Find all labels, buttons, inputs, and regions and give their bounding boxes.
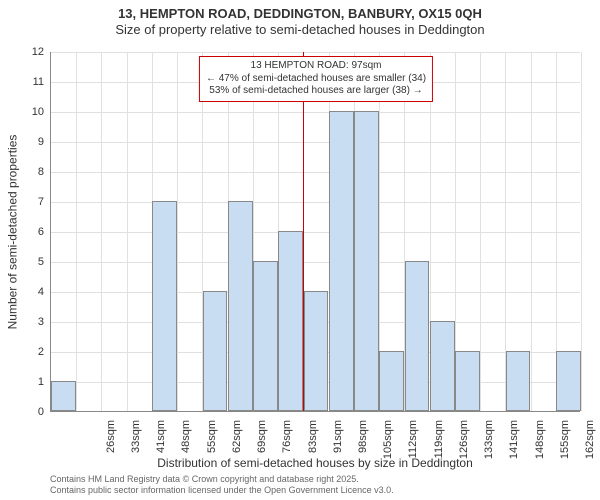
gridline-v: [480, 52, 481, 411]
y-tick-label: 3: [0, 316, 44, 328]
x-tick-label: 112sqm: [406, 416, 420, 464]
histogram-bar: [405, 261, 430, 411]
annotation-line1: 13 HEMPTON ROAD: 97sqm: [206, 60, 426, 73]
histogram-bar: [379, 351, 404, 411]
gridline-v: [177, 52, 178, 411]
x-tick-label: 133sqm: [482, 416, 496, 464]
gridline-h: [51, 112, 580, 113]
y-tick-label: 5: [0, 256, 44, 268]
gridline-v: [581, 52, 582, 411]
y-tick-label: 11: [0, 76, 44, 88]
y-tick-label: 10: [0, 106, 44, 118]
x-tick-label: 62sqm: [230, 416, 244, 464]
x-tick-label: 148sqm: [533, 416, 547, 464]
gridline-v: [76, 52, 77, 411]
histogram-bar: [329, 111, 354, 411]
x-tick-label: 26sqm: [104, 416, 118, 464]
histogram-bar: [203, 291, 228, 411]
y-tick-label: 12: [0, 46, 44, 58]
chart-footnote: Contains HM Land Registry data © Crown c…: [50, 474, 580, 497]
y-tick-label: 4: [0, 286, 44, 298]
x-tick-label: 126sqm: [457, 416, 471, 464]
chart-title-block: 13, HEMPTON ROAD, DEDDINGTON, BANBURY, O…: [0, 6, 600, 39]
gridline-v: [101, 52, 102, 411]
gridline-h: [51, 142, 580, 143]
histogram-bar: [228, 201, 253, 411]
x-tick-label: 69sqm: [255, 416, 269, 464]
x-tick-label: 33sqm: [129, 416, 143, 464]
marker-line: [303, 52, 304, 411]
gridline-h: [51, 202, 580, 203]
y-tick-label: 0: [0, 406, 44, 418]
histogram-bar: [430, 321, 455, 411]
histogram-bar: [253, 261, 278, 411]
x-tick-label: 41sqm: [154, 416, 168, 464]
histogram-bar: [152, 201, 177, 411]
x-tick-label: 55sqm: [205, 416, 219, 464]
annotation-line2: ← 47% of semi-detached houses are smalle…: [206, 73, 426, 86]
histogram-bar: [304, 291, 329, 411]
y-tick-label: 1: [0, 376, 44, 388]
y-tick-label: 2: [0, 346, 44, 358]
gridline-h: [51, 52, 580, 53]
histogram-bar: [278, 231, 303, 411]
gridline-v: [127, 52, 128, 411]
annotation-box: 13 HEMPTON ROAD: 97sqm ← 47% of semi-det…: [199, 56, 433, 102]
x-tick-label: 83sqm: [306, 416, 320, 464]
y-tick-label: 9: [0, 136, 44, 148]
x-tick-label: 76sqm: [280, 416, 294, 464]
x-tick-label: 155sqm: [558, 416, 572, 464]
x-tick-label: 119sqm: [432, 416, 446, 464]
histogram-bar: [556, 351, 581, 411]
chart-container: 13, HEMPTON ROAD, DEDDINGTON, BANBURY, O…: [0, 0, 600, 500]
x-tick-label: 48sqm: [179, 416, 193, 464]
chart-title-address: 13, HEMPTON ROAD, DEDDINGTON, BANBURY, O…: [0, 6, 600, 22]
plot-area: 13 HEMPTON ROAD: 97sqm ← 47% of semi-det…: [50, 52, 580, 412]
x-tick-label: 98sqm: [356, 416, 370, 464]
gridline-h: [51, 262, 580, 263]
histogram-bar: [51, 381, 76, 411]
y-tick-label: 8: [0, 166, 44, 178]
annotation-line3: 53% of semi-detached houses are larger (…: [206, 85, 426, 98]
y-tick-label: 6: [0, 226, 44, 238]
histogram-bar: [354, 111, 379, 411]
x-tick-label: 141sqm: [507, 416, 521, 464]
x-tick-label: 162sqm: [583, 416, 597, 464]
histogram-bar: [506, 351, 531, 411]
y-tick-label: 7: [0, 196, 44, 208]
x-tick-label: 105sqm: [381, 416, 395, 464]
gridline-h: [51, 172, 580, 173]
footnote-line1: Contains HM Land Registry data © Crown c…: [50, 474, 580, 485]
x-tick-label: 91sqm: [331, 416, 345, 464]
gridline-h: [51, 232, 580, 233]
chart-subtitle: Size of property relative to semi-detach…: [0, 22, 600, 38]
gridline-v: [531, 52, 532, 411]
histogram-bar: [455, 351, 480, 411]
footnote-line2: Contains public sector information licen…: [50, 485, 580, 496]
